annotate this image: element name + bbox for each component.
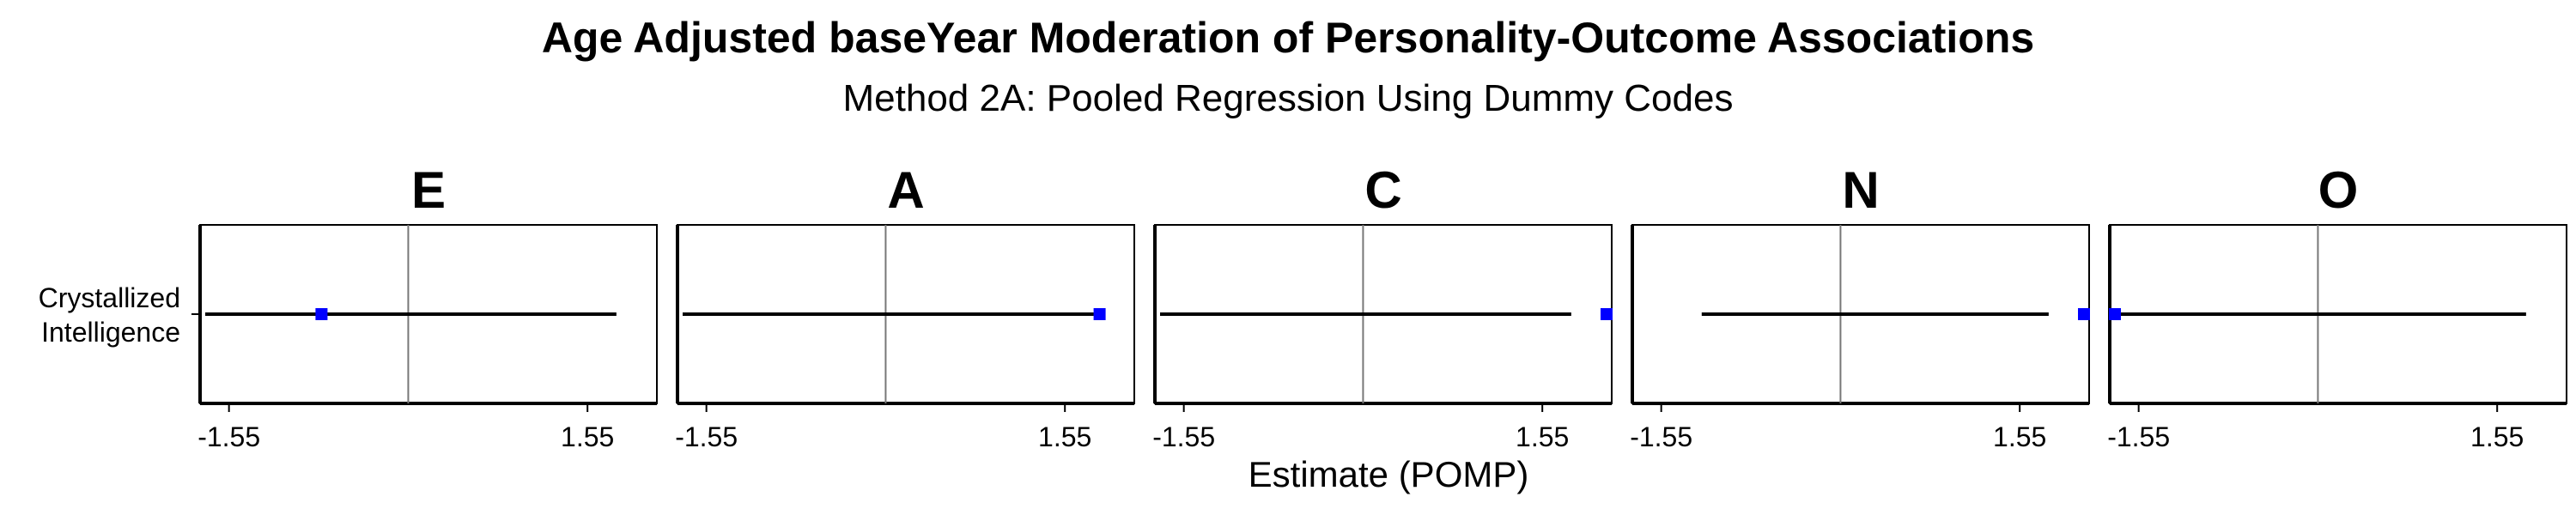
row-label-line: Crystallized xyxy=(39,282,180,313)
panel-title-a: A xyxy=(887,161,924,219)
x-tick-label-n-0: -1.55 xyxy=(1630,421,1692,452)
panel-title-n: N xyxy=(1842,161,1879,219)
chart-title: Age Adjusted baseYear Moderation of Pers… xyxy=(541,14,2035,62)
x-tick-label-c-0: -1.55 xyxy=(1152,421,1215,452)
x-tick-label-c-1: 1.55 xyxy=(1516,421,1569,452)
x-tick-label-o-1: 1.55 xyxy=(2470,421,2524,452)
estimate-point-n xyxy=(2078,308,2090,320)
panel-title-e: E xyxy=(411,161,446,219)
row-label: Crystallized Intelligence xyxy=(39,282,180,348)
estimate-point-e xyxy=(315,308,328,320)
x-axis-label: Estimate (POMP) xyxy=(1248,454,1529,494)
x-tick-label-a-0: -1.55 xyxy=(675,421,738,452)
x-tick-label-a-1: 1.55 xyxy=(1038,421,1091,452)
chart-subtitle: Method 2A: Pooled Regression Using Dummy… xyxy=(842,77,1734,119)
x-tick-label-e-1: 1.55 xyxy=(561,421,614,452)
estimate-point-a xyxy=(1093,308,1106,320)
panel-title-o: O xyxy=(2318,161,2359,219)
x-tick-label-o-0: -1.55 xyxy=(2107,421,2170,452)
x-tick-label-e-0: -1.55 xyxy=(197,421,260,452)
panel-title-c: C xyxy=(1364,161,1401,219)
estimate-point-c xyxy=(1601,308,1613,320)
row-label-line: Intelligence xyxy=(41,317,180,348)
estimate-point-o xyxy=(2109,308,2121,320)
x-tick-label-n-1: 1.55 xyxy=(1993,421,2046,452)
